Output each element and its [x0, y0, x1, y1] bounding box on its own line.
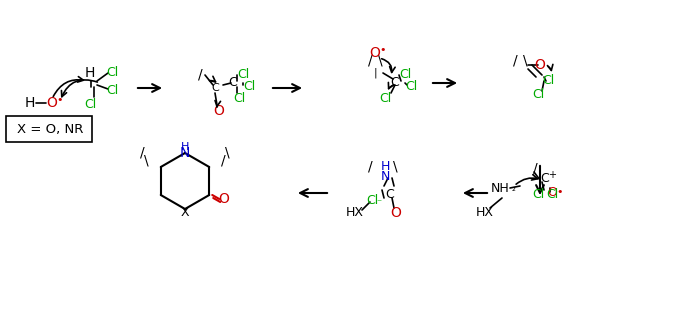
- Text: NH: NH: [491, 182, 510, 195]
- Text: H: H: [380, 160, 390, 172]
- Text: O: O: [535, 58, 545, 72]
- Text: Cl: Cl: [546, 188, 558, 201]
- Text: C: C: [386, 188, 394, 201]
- Text: Cl: Cl: [106, 85, 118, 98]
- Text: \: \: [378, 54, 382, 68]
- Text: Cl: Cl: [84, 99, 96, 112]
- Text: Cl: Cl: [542, 74, 554, 87]
- Text: /: /: [221, 154, 225, 168]
- Text: C: C: [540, 171, 550, 184]
- Text: H: H: [85, 66, 95, 80]
- Text: O: O: [214, 104, 225, 118]
- Text: H: H: [25, 96, 35, 110]
- Text: /: /: [141, 146, 145, 160]
- Text: Cl: Cl: [233, 93, 245, 106]
- Text: ⁻: ⁻: [377, 198, 382, 208]
- Text: Cl: Cl: [379, 93, 391, 106]
- Text: N: N: [180, 146, 190, 160]
- Text: O: O: [391, 206, 401, 220]
- Text: •: •: [556, 187, 564, 197]
- Text: Cl: Cl: [532, 88, 544, 101]
- Text: O: O: [218, 192, 229, 206]
- Text: Cl: Cl: [243, 80, 255, 93]
- Text: X = O, NR: X = O, NR: [17, 122, 83, 135]
- Text: \: \: [523, 54, 527, 68]
- Text: X: X: [181, 206, 189, 219]
- Text: Cl: Cl: [532, 188, 544, 201]
- Text: Cl: Cl: [366, 193, 378, 206]
- Text: /: /: [197, 68, 202, 82]
- Text: \: \: [393, 159, 398, 173]
- Text: +: +: [548, 170, 556, 180]
- Text: O: O: [370, 46, 380, 60]
- Text: Cl: Cl: [106, 66, 118, 80]
- Text: C: C: [391, 77, 400, 89]
- Text: O: O: [547, 185, 557, 198]
- Text: |: |: [373, 68, 377, 78]
- FancyBboxPatch shape: [6, 116, 92, 142]
- Text: /: /: [512, 54, 517, 68]
- Text: Cl: Cl: [399, 68, 411, 81]
- Text: •: •: [379, 45, 386, 55]
- Text: \: \: [225, 146, 230, 160]
- Text: •: •: [57, 95, 63, 105]
- Text: Cl: Cl: [237, 68, 249, 81]
- Text: HX: HX: [476, 206, 494, 219]
- Text: /: /: [533, 161, 538, 175]
- Text: HX: HX: [346, 206, 364, 219]
- Text: /: /: [368, 54, 372, 68]
- Text: Cl: Cl: [405, 80, 417, 93]
- Text: O: O: [47, 96, 57, 110]
- Text: C: C: [229, 77, 237, 89]
- Text: /: /: [368, 159, 372, 173]
- Text: \: \: [144, 154, 149, 168]
- Text: H: H: [181, 142, 189, 152]
- Text: ₂: ₂: [512, 183, 516, 193]
- Text: C: C: [211, 83, 219, 93]
- Text: N: N: [380, 169, 390, 183]
